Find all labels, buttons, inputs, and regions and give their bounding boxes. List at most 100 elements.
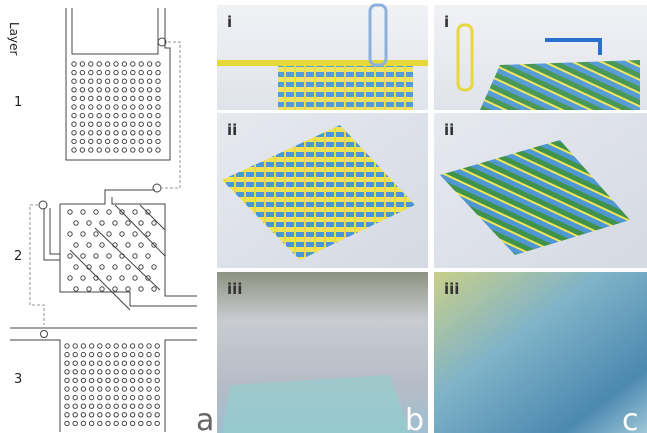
pillar: [105, 79, 109, 83]
pillar: [73, 344, 77, 348]
pillar: [73, 395, 77, 399]
pillar: [65, 413, 69, 417]
pillar: [81, 404, 85, 408]
pillar: [97, 105, 101, 109]
panel-label: b: [405, 403, 424, 433]
pillar: [114, 395, 118, 399]
pillar: [120, 232, 124, 236]
pillar: [105, 96, 109, 100]
pillar: [130, 395, 134, 399]
pillar: [107, 232, 111, 236]
pillar: [131, 105, 135, 109]
pillar: [105, 70, 109, 74]
layer-label: 1: [14, 95, 22, 110]
pillar: [130, 344, 134, 348]
pillar: [146, 232, 150, 236]
pillar: [89, 370, 93, 374]
pillar: [114, 148, 118, 152]
pillar: [114, 113, 118, 117]
pillar: [147, 122, 151, 126]
pillar: [73, 352, 77, 356]
pillar: [65, 352, 69, 356]
pillar: [73, 361, 77, 365]
pillar: [122, 378, 126, 382]
pillar: [100, 287, 104, 291]
pillar: [131, 96, 135, 100]
pillar: [155, 404, 159, 408]
pillar: [155, 361, 159, 365]
pillar: [106, 378, 110, 382]
pillar: [147, 88, 151, 92]
pillar: [106, 344, 110, 348]
pillar: [131, 148, 135, 152]
pillar: [131, 139, 135, 143]
pillar: [97, 131, 101, 135]
pillar: [156, 88, 160, 92]
photo-column: i ii iii b: [217, 5, 428, 433]
pillar: [139, 122, 143, 126]
pillar: [130, 413, 134, 417]
pillar: [114, 79, 118, 83]
pillar: [122, 122, 126, 126]
pillar: [122, 387, 126, 391]
pillar: [81, 421, 85, 425]
pillar: [155, 395, 159, 399]
pillar: [114, 88, 118, 92]
pillar: [147, 378, 151, 382]
pillar: [122, 404, 126, 408]
pillar: [156, 113, 160, 117]
pillar: [155, 344, 159, 348]
pillar: [72, 122, 76, 126]
pillar: [114, 352, 118, 356]
pillar: [133, 210, 137, 214]
pillar: [100, 221, 104, 225]
pillar: [114, 62, 118, 66]
pillar: [139, 70, 143, 74]
pillar: [156, 139, 160, 143]
pillar: [81, 276, 85, 280]
pillar: [139, 265, 143, 269]
pillar: [122, 344, 126, 348]
pillar: [155, 413, 159, 417]
pillar: [139, 361, 143, 365]
pillar: [89, 70, 93, 74]
pillar: [122, 79, 126, 83]
pillar: [73, 370, 77, 374]
pillar: [139, 131, 143, 135]
pillar: [156, 105, 160, 109]
pillar: [68, 232, 72, 236]
pillar: [122, 352, 126, 356]
pillar: [89, 395, 93, 399]
pillar: [105, 62, 109, 66]
photo-column: i ii iii c: [434, 5, 647, 433]
pillar: [80, 96, 84, 100]
pillar: [81, 378, 85, 382]
pillar: [139, 387, 143, 391]
row-label: i: [227, 13, 232, 31]
pillar: [130, 387, 134, 391]
pillar: [97, 122, 101, 126]
pillar: [146, 254, 150, 258]
pillar: [106, 370, 110, 374]
pillar: [139, 139, 143, 143]
pillar: [87, 243, 91, 247]
row-label: i: [444, 13, 449, 31]
pillar: [122, 105, 126, 109]
pillar: [131, 79, 135, 83]
pillar: [80, 62, 84, 66]
row-label: iii: [444, 280, 459, 298]
row-label: iii: [227, 280, 242, 298]
pillar: [139, 221, 143, 225]
pillar: [97, 62, 101, 66]
pillar: [130, 378, 134, 382]
pillar: [156, 122, 160, 126]
pillar: [73, 378, 77, 382]
pillar: [147, 395, 151, 399]
pillar: [72, 88, 76, 92]
pillar: [113, 221, 117, 225]
pillar: [122, 361, 126, 365]
pillar: [147, 62, 151, 66]
device-diagram: Layer 1 2 3 a: [7, 8, 214, 433]
pillar: [81, 370, 85, 374]
panel-label: c: [622, 403, 639, 433]
